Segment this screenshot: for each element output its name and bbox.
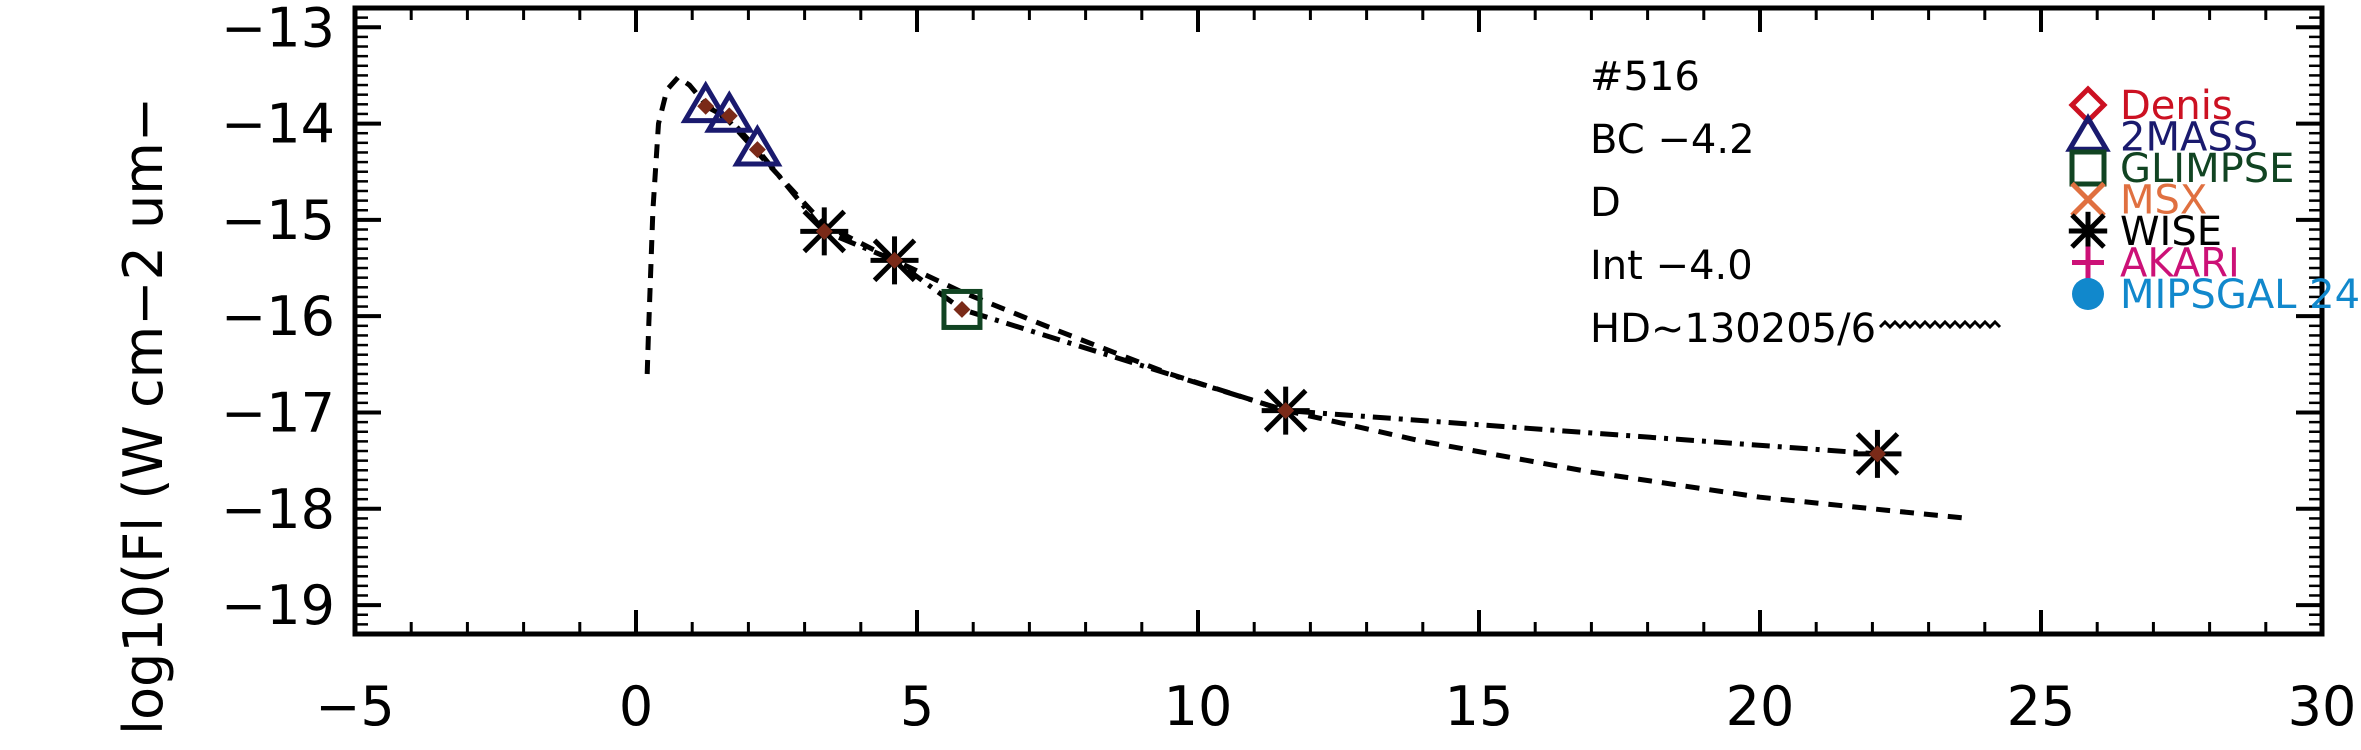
x-tick-label: −5 — [315, 675, 395, 738]
2mass-point — [680, 80, 731, 124]
annotation-wavy-line — [1878, 319, 2002, 330]
y-tick-label: −19 — [221, 574, 335, 637]
x-tick-label: 25 — [2007, 675, 2076, 738]
legend-label-msx: MSX — [2120, 178, 2207, 224]
legend-label-glimpse: GLIMPSE — [2120, 146, 2294, 192]
x-tick-label: 15 — [1445, 675, 1514, 738]
model-lines — [644, 73, 1969, 521]
annotation-class: D — [1590, 180, 1621, 226]
y-tick-label: −15 — [221, 189, 335, 252]
x-tick-label: 30 — [2288, 675, 2357, 738]
legend-label-mipsgal-24: MIPSGAL 24 — [2120, 272, 2360, 318]
model-fit-points-point — [720, 107, 738, 125]
axes: −5 0 5 10 15 20 25 30 −13 −14 −15 −16 −17 −18 −19 — [221, 0, 2356, 738]
annotation-int: Int −4.0 — [1590, 243, 1753, 289]
model-fit-points-point — [748, 141, 766, 159]
legend-marker-msx-stroke — [2070, 181, 2106, 218]
annotations: #516 BC −4.2 D Int −4.0 HD~130205/6 — [1590, 54, 2002, 352]
annotation-id: #516 — [1590, 54, 1700, 100]
y-tick-label: −17 — [221, 381, 335, 444]
2mass-point — [732, 123, 783, 167]
model-fit-points-point — [953, 300, 971, 318]
glimpse-point — [941, 288, 983, 330]
data-points — [680, 80, 1902, 478]
legend-label-2mass: 2MASS — [2120, 115, 2258, 161]
fit-dashdot-line — [704, 103, 1878, 457]
plot-frame — [352, 5, 2325, 637]
x-tick-label: 5 — [900, 675, 934, 738]
legend-marker-wise — [2068, 211, 2108, 251]
y-tick-label: −14 — [221, 93, 335, 156]
legend-label-wise: WISE — [2120, 209, 2222, 255]
legend-label-akari: AKARI — [2120, 241, 2240, 287]
legend-marker-2mass — [2065, 113, 2111, 152]
legend-label-denis: Denis — [2120, 83, 2233, 129]
model-fit-points-point — [697, 97, 715, 115]
x-tick-label: 0 — [619, 675, 653, 738]
annotation-star-name: HD~130205/6 — [1590, 306, 1876, 352]
legend-marker-mipsgal-24 — [2072, 278, 2104, 310]
legend-marker-msx — [2070, 181, 2106, 218]
x-tick-label: 10 — [1164, 675, 1233, 738]
model-fit-points-point — [886, 251, 904, 269]
legend-marker-akari — [2072, 246, 2104, 279]
model-dashed-line — [644, 73, 1969, 521]
y-tick-label: −18 — [221, 478, 335, 541]
model-fit-points-point — [815, 222, 833, 240]
2mass-point — [704, 90, 755, 133]
y-axis-label: log10(Fl (W cm−2 um− — [112, 97, 175, 735]
x-tick-label: 20 — [1726, 675, 1795, 738]
y-tick-label: −16 — [221, 285, 335, 348]
legend-marker-glimpse — [2069, 149, 2107, 187]
y-tick-label: −13 — [221, 0, 335, 59]
annotation-bc: BC −4.2 — [1590, 117, 1755, 163]
